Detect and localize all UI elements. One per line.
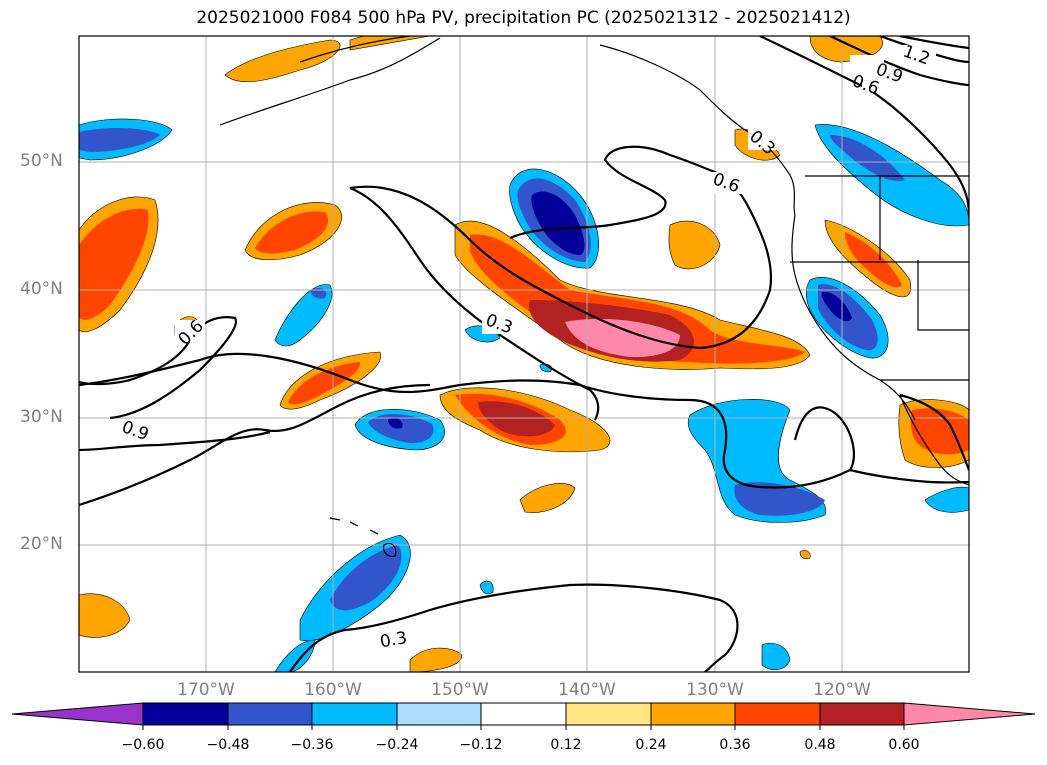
colorbar-tick-label: −0.24	[375, 737, 419, 753]
alaska-coast	[219, 36, 746, 131]
pv-contour-0.6-loop	[509, 145, 736, 240]
contour-label: 0.3	[378, 628, 408, 652]
precip-blob-ca-core	[845, 232, 902, 288]
us-west-coast	[791, 214, 916, 421]
pv-contour-1.2-ne	[879, 36, 969, 64]
pv-contour-0.6-ne	[759, 36, 969, 216]
colorbar-extend-high	[903, 702, 1036, 726]
precip-blob-low-pv-small-2	[761, 642, 791, 670]
colorbar-swatch	[650, 702, 736, 726]
precip-blob-low-pv-north-core	[531, 191, 585, 255]
colorbar-tick-label: 0.48	[804, 737, 836, 753]
colorbar-tick-label: −0.48	[206, 737, 250, 753]
precip-blob-low-pv-dateline	[274, 284, 333, 347]
map-frame	[78, 35, 970, 673]
lon-label-120w: 120°W	[813, 680, 871, 700]
precip-blob-ne-pac-core	[255, 211, 329, 254]
colorbar-swatch	[227, 702, 313, 726]
precip-blob-sw	[79, 593, 131, 638]
precip-blob-low-pv-mid-core	[368, 413, 434, 444]
colorbar	[11, 702, 1036, 730]
pv-contour-0.9-sw	[79, 383, 431, 507]
precip-blob-west-core	[79, 208, 149, 320]
precip-blob-offshore	[668, 220, 721, 270]
colorbar-swatch	[396, 702, 482, 726]
colorbar-tick-label: 0.12	[550, 737, 582, 753]
lon-label-160w: 160°W	[304, 680, 362, 700]
colorbar-tick-label: 0.36	[719, 737, 751, 753]
pv-contour-east-loop	[849, 468, 969, 484]
colorbar-tick-label: −0.60	[121, 737, 165, 753]
colorbar-swatch	[734, 702, 821, 726]
precip-shading	[79, 36, 969, 672]
colorbar-tick-label: 0.60	[888, 737, 920, 753]
precip-blob-low-pv-mid-max	[388, 417, 403, 429]
precip-blob-tiny	[799, 550, 811, 560]
precip-blob-low-pv-small-4	[479, 580, 494, 595]
colorbar-extend-low	[11, 702, 144, 726]
precip-blob-low-pv-dateline-core	[310, 287, 327, 299]
precip-blob-low-pv-small-3	[924, 486, 969, 513]
colorbar-tick-label: −0.36	[290, 737, 334, 753]
hawaii-islands	[329, 517, 397, 557]
precip-blob-low-pv-south	[274, 639, 316, 672]
colorbar-swatch	[565, 702, 652, 726]
lon-label-130w: 130°W	[686, 680, 744, 700]
map-content	[79, 36, 969, 672]
precip-blob-small-2	[519, 483, 576, 513]
pv-contour-baja	[899, 393, 969, 471]
lon-label-140w: 140°W	[558, 680, 616, 700]
colorbar-swatch	[819, 702, 905, 726]
map-title: 2025021000 F084 500 hPa PV, precipitatio…	[196, 8, 851, 28]
colorbar-swatch	[142, 702, 229, 726]
lat-label-30n: 30°N	[20, 407, 63, 427]
precip-blob-low-pv-sub-core	[734, 482, 825, 516]
precip-blob-low-pv-bc-core	[830, 135, 905, 181]
colorbar-ticks	[142, 725, 905, 730]
lat-label-50n: 50°N	[20, 151, 63, 171]
precip-blob-low-pv-ca-core	[821, 291, 852, 322]
precip-blob-north-edge-1	[224, 39, 341, 83]
pv-contour-0.3-south	[289, 583, 739, 672]
colorbar-swatch	[311, 702, 398, 726]
precip-blob-central-dark	[478, 401, 555, 437]
pv-contour-0.9-ne	[829, 36, 969, 87]
colorbar-swatch	[480, 702, 567, 726]
precip-blob-mid-core	[288, 362, 361, 405]
graticule	[79, 36, 969, 672]
pv-contour-1.2-inner	[899, 36, 969, 50]
precip-blob-low-pv-hawaii-core	[330, 545, 402, 611]
pv-contour-0.9-loop	[79, 316, 238, 420]
border-states	[790, 176, 969, 381]
colorbar-tick-label: 0.24	[635, 737, 667, 753]
lat-label-40n: 40°N	[20, 279, 63, 299]
precip-blob-north-pacific-max	[565, 318, 680, 358]
lon-label-170w: 170°W	[177, 680, 235, 700]
pv-contour-sub-loop	[79, 430, 271, 452]
lat-label-20n: 20°N	[20, 534, 63, 554]
contour-label-patches	[120, 45, 936, 650]
lon-label-150w: 150°W	[431, 680, 489, 700]
pv-contour-0.3-north	[349, 171, 773, 350]
pv-contours	[79, 36, 969, 672]
colorbar-tick-label: −0.12	[459, 737, 503, 753]
precip-blob-low-pv-west-core	[79, 128, 160, 152]
